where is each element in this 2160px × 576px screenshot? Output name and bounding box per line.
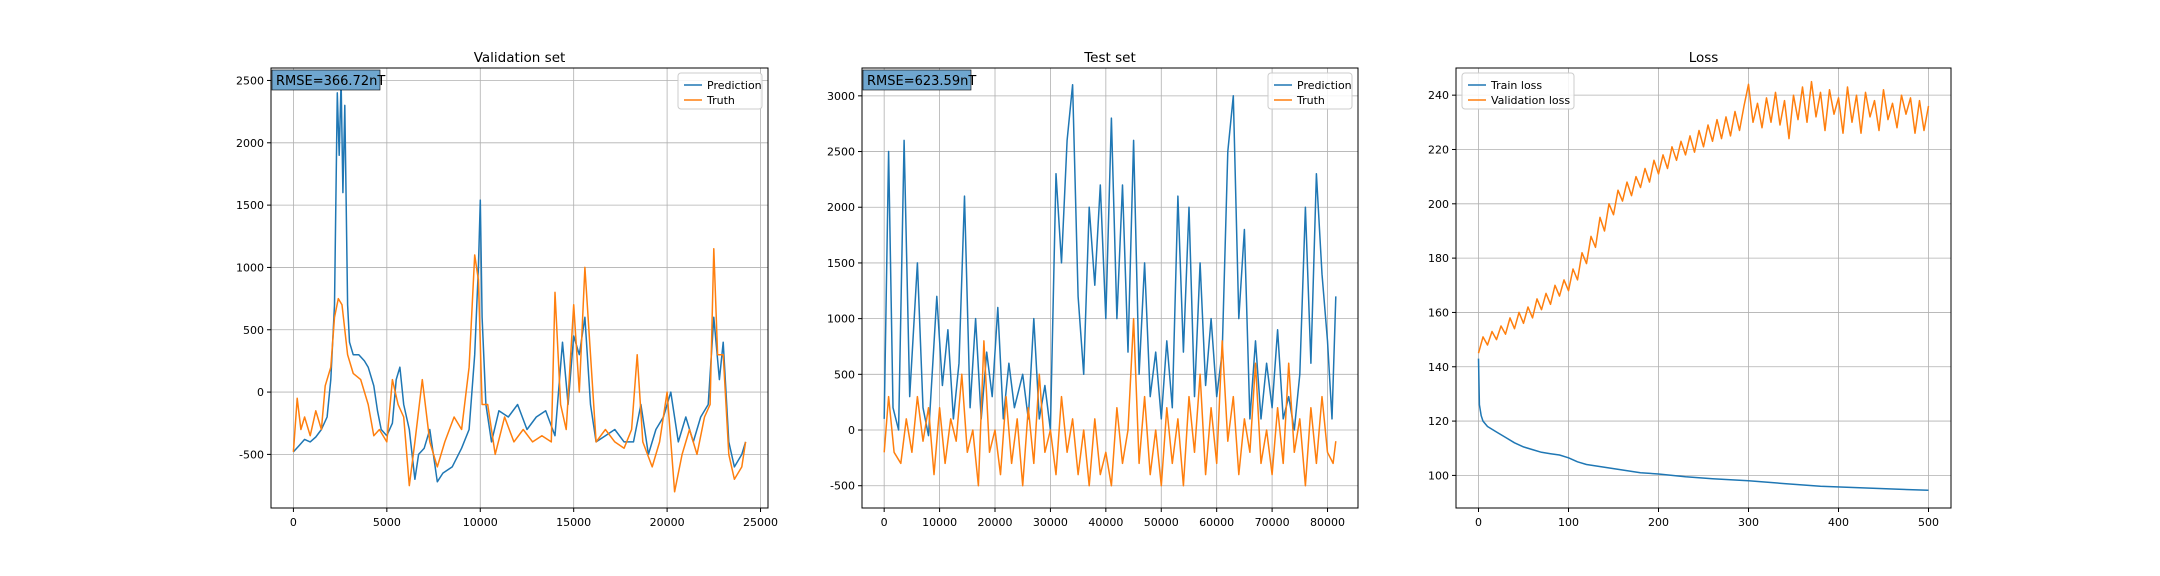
y-tick-label: 2500 (236, 74, 264, 87)
axes-frame (861, 67, 1359, 509)
rmse-annotation: RMSE=623.59nT (862, 69, 976, 91)
y-tick-label: 100 (1428, 469, 1449, 482)
x-tick-label: 25000 (743, 516, 778, 529)
axes-frame (270, 67, 769, 509)
legend: Prediction Truth (677, 72, 763, 110)
series-line-truth (883, 317, 1337, 487)
y-tick-label: 1000 (236, 261, 264, 274)
x-tick-label: 0 (1475, 516, 1482, 529)
x-tick-label: 300 (1738, 516, 1759, 529)
x-tick-label: 0 (881, 516, 888, 529)
x-tick-label: 100 (1558, 516, 1579, 529)
y-tick-label: 3000 (827, 90, 855, 103)
y-tick-label: 1000 (827, 313, 855, 326)
rmse-label: RMSE=623.59nT (867, 74, 976, 89)
y-tick-label: 180 (1428, 252, 1449, 265)
rmse-annotation: RMSE=366.72nT (271, 69, 385, 91)
legend: Prediction Truth (1267, 72, 1353, 110)
x-tick-label: 50000 (1144, 516, 1179, 529)
validation-set-chart: 0 5000 10000 15000 20000 25000 -500 0 500 1000 150… (236, 50, 778, 529)
y-tick-label: 220 (1428, 143, 1449, 156)
grid (862, 68, 1358, 508)
x-tick-label: 20000 (650, 516, 685, 529)
chart-title: Validation set (474, 50, 566, 66)
series-line-validation-loss (1477, 80, 1930, 354)
y-tick-label: 1500 (236, 199, 264, 212)
rmse-label: RMSE=366.72nT (276, 74, 385, 89)
series-line-prediction (292, 79, 747, 483)
x-tick-label: 5000 (373, 516, 401, 529)
x-tick-label: 0 (290, 516, 297, 529)
x-tick-label: 500 (1918, 516, 1939, 529)
legend-label: Truth (1296, 94, 1325, 107)
y-tick-label: 140 (1428, 361, 1449, 374)
loss-chart: 0 100 200 300 400 500 100 120 140 160 180 200 220 240… (1428, 50, 1952, 529)
y-tick-label: 240 (1428, 89, 1449, 102)
x-tick-label: 70000 (1255, 516, 1290, 529)
x-tick-label: 20000 (978, 516, 1013, 529)
x-tick-label: 400 (1828, 516, 1849, 529)
y-tick-label: 2000 (236, 137, 264, 150)
x-tick-label: 60000 (1199, 516, 1234, 529)
legend: Train loss Validation loss (1461, 72, 1575, 110)
chart-title: Test set (1083, 50, 1136, 66)
x-tick-label: 80000 (1310, 516, 1345, 529)
axes-frame (1455, 67, 1952, 509)
series-line-train-loss (1477, 358, 1929, 492)
test-set-chart: 0 10000 20000 30000 40000 50000 60000 70000 8000… (827, 50, 1359, 529)
rmse-box (862, 69, 972, 91)
y-tick-label: 0 (257, 386, 264, 399)
x-tick-label: 15000 (556, 516, 591, 529)
chart-title: Loss (1689, 50, 1719, 66)
x-tick-label: 200 (1648, 516, 1669, 529)
y-tick-label: 1500 (827, 257, 855, 270)
x-tick-label: 30000 (1033, 516, 1068, 529)
series-line-truth (292, 247, 747, 493)
y-tick-label: 500 (834, 368, 855, 381)
y-tick-label: -500 (239, 448, 264, 461)
legend-box (1461, 72, 1575, 110)
x-tick-label: 40000 (1088, 516, 1123, 529)
rmse-box (271, 69, 381, 91)
y-tick-label: 200 (1428, 198, 1449, 211)
y-tick-label: 120 (1428, 415, 1449, 428)
x-tick-label: 10000 (463, 516, 498, 529)
legend-label: Prediction (707, 79, 762, 92)
y-tick-label: 500 (243, 324, 264, 337)
x-tick-label: 10000 (922, 516, 957, 529)
legend-label: Validation loss (1491, 94, 1570, 107)
legend-label: Truth (706, 94, 735, 107)
y-tick-label: -500 (830, 480, 855, 493)
series-line-prediction (883, 83, 1337, 437)
grid (1456, 68, 1951, 508)
y-tick-label: 0 (848, 424, 855, 437)
y-tick-label: 2500 (827, 146, 855, 159)
y-tick-label: 160 (1428, 306, 1449, 319)
y-tick-label: 2000 (827, 201, 855, 214)
legend-label: Prediction (1297, 79, 1352, 92)
legend-label: Train loss (1490, 79, 1542, 92)
